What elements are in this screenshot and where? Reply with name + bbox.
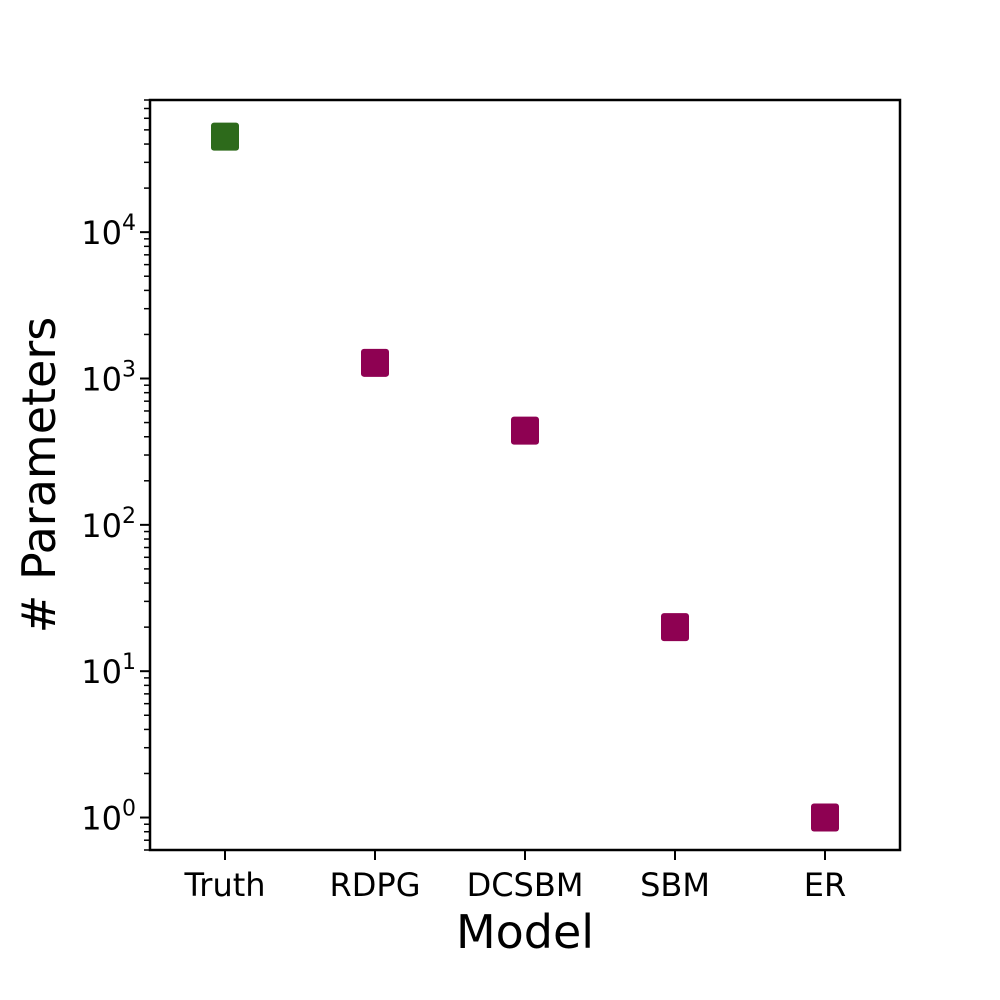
point-rdpg — [361, 348, 389, 377]
y-tick-label: 102 — [81, 504, 136, 545]
x-axis-title: Model — [456, 905, 594, 959]
y-tick-label: 104 — [81, 211, 136, 252]
point-truth — [211, 122, 239, 151]
y-axis-title: # Parameters — [12, 317, 66, 633]
y-tick-label: 101 — [81, 650, 136, 691]
y-tick-label: 103 — [81, 358, 136, 399]
plot-frame — [148, 98, 902, 852]
x-tick-label: Truth — [183, 866, 265, 904]
x-tick-label: ER — [804, 866, 846, 904]
x-tick-label: SBM — [640, 866, 710, 904]
point-dcsbm — [511, 416, 539, 445]
point-sbm — [661, 613, 689, 642]
x-tick-label: DCSBM — [467, 866, 584, 904]
data-points — [211, 122, 839, 832]
point-er — [811, 803, 839, 832]
y-tick-label: 100 — [81, 797, 136, 838]
axis-ticks: 100 101 102 103 104 Truth RDPG DCSBM SBM ER — [81, 99, 846, 904]
x-tick-label: RDPG — [330, 866, 421, 904]
